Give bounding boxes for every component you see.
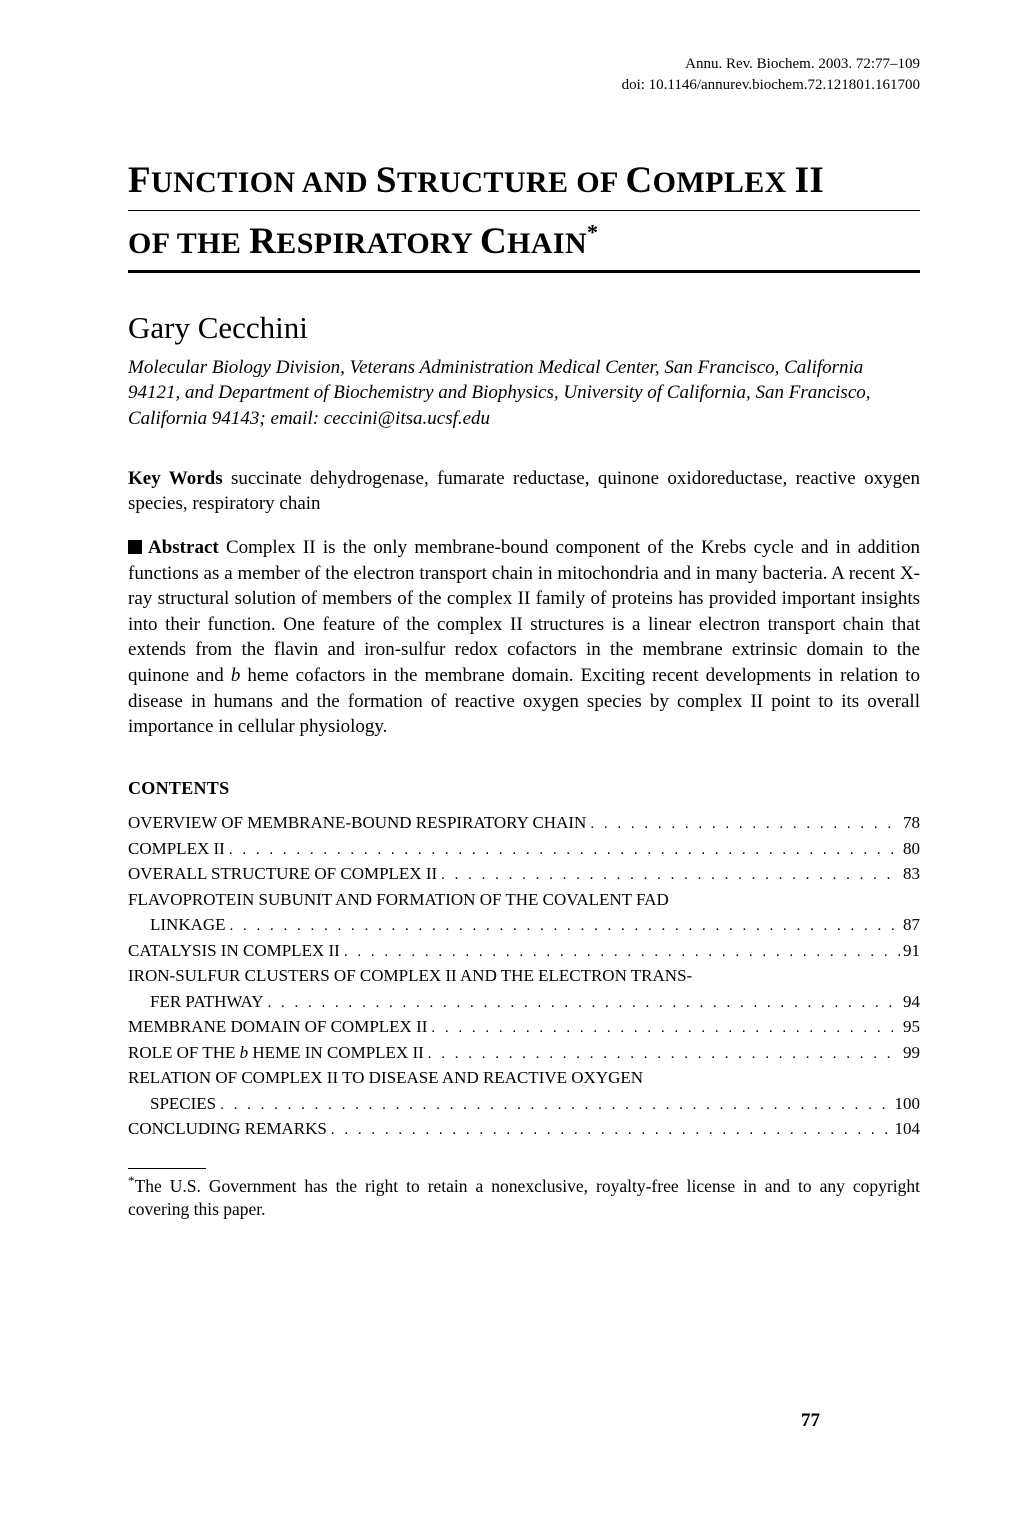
t1a: F [128, 160, 151, 201]
toc-leader-dots: . . . . . . . . . . . . . . . . . . . . … [264, 992, 901, 1015]
toc-label: IRON-SULFUR CLUSTERS OF COMPLEX II AND T… [128, 963, 692, 989]
toc-label: FER PATHWAY [150, 989, 264, 1015]
toc-leader-dots: . . . . . . . . . . . . . . . . . . . . … [424, 1043, 901, 1066]
t2c: ESPIRATORY [276, 227, 480, 260]
toc-label: COMPLEX II [128, 836, 225, 862]
abstract-label: Abstract [148, 537, 219, 558]
toc-leader-dots: . . . . . . . . . . . . . . . . . . . . … [226, 915, 901, 938]
table-of-contents: OVERVIEW OF MEMBRANE-BOUND RESPIRATORY C… [128, 810, 920, 1142]
toc-leader-dots: . . . . . . . . . . . . . . . . . . . . … [340, 941, 901, 964]
title-line-1: FUNCTION AND STRUCTURE OF COMPLEX II [128, 156, 920, 206]
doi-line: doi: 10.1146/annurev.biochem.72.121801.1… [128, 75, 920, 96]
toc-label: CONCLUDING REMARKS [128, 1116, 327, 1142]
toc-page: 87 [903, 912, 920, 938]
journal-line: Annu. Rev. Biochem. 2003. 72:77–109 [128, 54, 920, 75]
t2a: OF THE [128, 227, 249, 260]
t2d: C [480, 221, 507, 262]
toc-label: RELATION OF COMPLEX II TO DISEASE AND RE… [128, 1065, 643, 1091]
t1g: II [795, 160, 825, 201]
header-meta: Annu. Rev. Biochem. 2003. 72:77–109 doi:… [128, 54, 920, 96]
toc-row: LINKAGE. . . . . . . . . . . . . . . . .… [128, 912, 920, 938]
t1d: TRUCTURE OF [397, 166, 626, 199]
title-rule-thin [128, 210, 920, 211]
toc-row: FER PATHWAY. . . . . . . . . . . . . . .… [128, 989, 920, 1015]
toc-label: LINKAGE [150, 912, 226, 938]
toc-row: CATALYSIS IN COMPLEX II. . . . . . . . .… [128, 938, 920, 964]
footnote-text: The U.S. Government has the right to ret… [128, 1176, 920, 1220]
footnote-rule [128, 1168, 206, 1169]
toc-leader-dots: . . . . . . . . . . . . . . . . . . . . … [586, 813, 901, 836]
toc-leader-dots: . . . . . . . . . . . . . . . . . . . . … [216, 1094, 892, 1117]
toc-label: MEMBRANE DOMAIN OF COMPLEX II [128, 1014, 427, 1040]
toc-row: OVERVIEW OF MEMBRANE-BOUND RESPIRATORY C… [128, 810, 920, 836]
t2e: HAIN [507, 227, 587, 260]
toc-label: SPECIES [150, 1091, 216, 1117]
author-name: Gary Cecchini [128, 307, 920, 349]
abstract-text-italic: b [231, 665, 241, 686]
t1c: S [376, 160, 397, 201]
title-asterisk: * [587, 220, 598, 245]
t1b: UNCTION AND [151, 166, 376, 199]
toc-row: OVERALL STRUCTURE OF COMPLEX II. . . . .… [128, 861, 920, 887]
toc-row: SPECIES. . . . . . . . . . . . . . . . .… [128, 1091, 920, 1117]
toc-page: 104 [895, 1116, 921, 1142]
toc-row: FLAVOPROTEIN SUBUNIT AND FORMATION OF TH… [128, 887, 920, 913]
toc-page: 99 [903, 1040, 920, 1066]
toc-row: IRON-SULFUR CLUSTERS OF COMPLEX II AND T… [128, 963, 920, 989]
abstract-block: Abstract Complex II is the only membrane… [128, 535, 920, 740]
toc-page: 95 [903, 1014, 920, 1040]
toc-page: 94 [903, 989, 920, 1015]
toc-row: ROLE OF THE b HEME IN COMPLEX II. . . . … [128, 1040, 920, 1066]
toc-page: 80 [903, 836, 920, 862]
toc-leader-dots: . . . . . . . . . . . . . . . . . . . . … [327, 1119, 893, 1142]
toc-page: 100 [895, 1091, 921, 1117]
title-line-2: OF THE RESPIRATORY CHAIN* [128, 217, 920, 267]
t1f: OMPLEX [653, 166, 795, 199]
t1e: C [626, 160, 653, 201]
abstract-square-icon [128, 540, 142, 554]
article-title: FUNCTION AND STRUCTURE OF COMPLEX II OF … [128, 156, 920, 273]
keywords-block: Key Words succinate dehydrogenase, fumar… [128, 466, 920, 517]
toc-label: ROLE OF THE b HEME IN COMPLEX II [128, 1040, 424, 1066]
toc-row: COMPLEX II. . . . . . . . . . . . . . . … [128, 836, 920, 862]
toc-leader-dots: . . . . . . . . . . . . . . . . . . . . … [427, 1017, 901, 1040]
contents-heading: CONTENTS [128, 776, 920, 800]
toc-label: CATALYSIS IN COMPLEX II [128, 938, 340, 964]
toc-row: MEMBRANE DOMAIN OF COMPLEX II. . . . . .… [128, 1014, 920, 1040]
toc-leader-dots: . . . . . . . . . . . . . . . . . . . . … [225, 839, 901, 862]
abstract-text-post: heme cofactors in the membrane domain. E… [128, 665, 920, 737]
toc-row: CONCLUDING REMARKS. . . . . . . . . . . … [128, 1116, 920, 1142]
t2b: R [249, 221, 276, 262]
keywords-text: succinate dehydrogenase, fumarate reduct… [128, 468, 920, 515]
title-rule-thick [128, 270, 920, 273]
abstract-text-pre: Complex II is the only membrane-bound co… [128, 537, 920, 686]
toc-label: OVERVIEW OF MEMBRANE-BOUND RESPIRATORY C… [128, 810, 586, 836]
page-number: 77 [801, 1408, 820, 1434]
keywords-label: Key Words [128, 468, 223, 489]
author-affiliation: Molecular Biology Division, Veterans Adm… [128, 355, 920, 432]
toc-label: FLAVOPROTEIN SUBUNIT AND FORMATION OF TH… [128, 887, 669, 913]
toc-label: OVERALL STRUCTURE OF COMPLEX II [128, 861, 437, 887]
toc-row: RELATION OF COMPLEX II TO DISEASE AND RE… [128, 1065, 920, 1091]
toc-page: 78 [903, 810, 920, 836]
footnote: *The U.S. Government has the right to re… [128, 1175, 920, 1222]
toc-page: 83 [903, 861, 920, 887]
toc-page: 91 [903, 938, 920, 964]
toc-leader-dots: . . . . . . . . . . . . . . . . . . . . … [437, 864, 901, 887]
